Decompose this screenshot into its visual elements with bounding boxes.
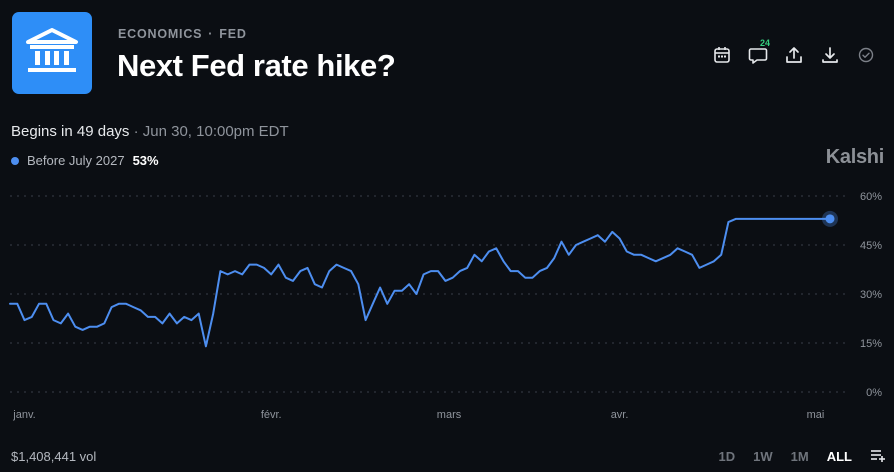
- calendar-icon: [713, 46, 731, 69]
- volume-label: $1,408,441 vol: [11, 449, 97, 464]
- legend-value: 53%: [132, 153, 159, 168]
- x-tick-label: févr.: [261, 409, 282, 421]
- brand-watermark: Kalshi: [825, 146, 885, 168]
- breadcrumb: ECONOMICS · FED: [118, 27, 247, 41]
- breadcrumb-category[interactable]: ECONOMICS: [118, 27, 203, 41]
- event-datetime: Jun 30, 10:00pm EDT: [142, 123, 289, 140]
- action-toolbar: 24: [704, 38, 884, 70]
- y-tick-label: 30%: [860, 289, 882, 301]
- y-tick-label: 0%: [866, 387, 882, 399]
- current-point[interactable]: [825, 214, 835, 224]
- check-circle-icon: [858, 47, 874, 68]
- x-tick-label: mars: [437, 409, 462, 421]
- range-all[interactable]: ALL: [826, 449, 852, 464]
- resolve-status-button[interactable]: [848, 44, 884, 70]
- page-title: Next Fed rate hike?: [117, 48, 396, 83]
- share-icon: [785, 46, 803, 69]
- begins-countdown: Begins in 49 days: [11, 123, 130, 140]
- legend-label: Before July 2027: [27, 153, 125, 168]
- x-tick-label: janv.: [12, 409, 35, 421]
- x-tick-label: mai: [807, 409, 825, 421]
- y-tick-label: 45%: [860, 240, 882, 252]
- y-tick-label: 15%: [860, 338, 882, 350]
- range-selector: 1D 1W 1M ALL: [701, 448, 886, 465]
- legend-dot: [11, 156, 19, 165]
- y-tick-label: 60%: [860, 191, 882, 203]
- breadcrumb-separator: ·: [208, 27, 214, 41]
- series-line: [9, 217, 831, 348]
- market-logo: [12, 12, 92, 94]
- calendar-button[interactable]: [704, 44, 740, 70]
- comments-count-badge: 24: [760, 38, 771, 48]
- event-separator: ·: [133, 123, 139, 140]
- range-1w[interactable]: 1W: [753, 449, 773, 464]
- chart-legend: Before July 2027 53%: [11, 153, 159, 168]
- list-add-icon[interactable]: [870, 448, 886, 465]
- x-tick-label: avr.: [611, 409, 629, 421]
- probability-chart[interactable]: 60% 45% 30% 15% 0% janv. févr. mars avr. mai: [0, 180, 894, 430]
- range-1d[interactable]: 1D: [718, 449, 736, 464]
- share-button[interactable]: [776, 44, 812, 70]
- comment-icon: [748, 45, 768, 70]
- range-1m[interactable]: 1M: [790, 449, 809, 464]
- download-button[interactable]: [812, 44, 848, 70]
- event-timing: Begins in 49 days · Jun 30, 10:00pm EDT: [11, 123, 289, 140]
- download-icon: [821, 46, 839, 69]
- bank-building-icon: [24, 27, 80, 79]
- breadcrumb-topic[interactable]: FED: [219, 27, 247, 41]
- comments-button[interactable]: 24: [740, 38, 776, 70]
